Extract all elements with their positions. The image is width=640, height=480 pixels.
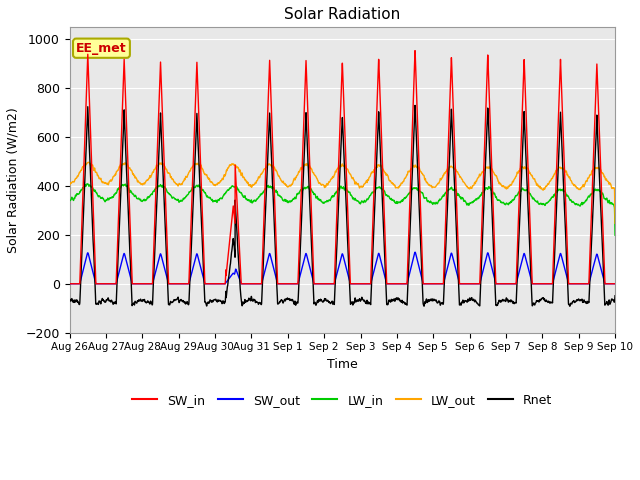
- Legend: SW_in, SW_out, LW_in, LW_out, Rnet: SW_in, SW_out, LW_in, LW_out, Rnet: [127, 389, 557, 412]
- Title: Solar Radiation: Solar Radiation: [284, 7, 401, 22]
- Text: EE_met: EE_met: [76, 42, 127, 55]
- Y-axis label: Solar Radiation (W/m2): Solar Radiation (W/m2): [7, 107, 20, 253]
- X-axis label: Time: Time: [327, 358, 358, 371]
